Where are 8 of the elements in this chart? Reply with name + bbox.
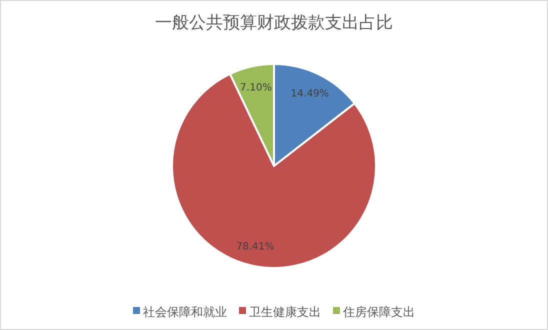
chart-title: 一般公共预算财政拨款支出占比 (155, 13, 393, 33)
pie-slice (228, 63, 275, 167)
legend-label: 卫生健康支出 (249, 305, 321, 319)
legend-label: 住房保障支出 (342, 305, 415, 319)
data-label: 7.10% (240, 82, 272, 94)
data-label: 78.41% (236, 241, 274, 252)
legend-label: 社会保障和就业 (143, 305, 227, 319)
data-label: 14.49% (290, 88, 329, 100)
